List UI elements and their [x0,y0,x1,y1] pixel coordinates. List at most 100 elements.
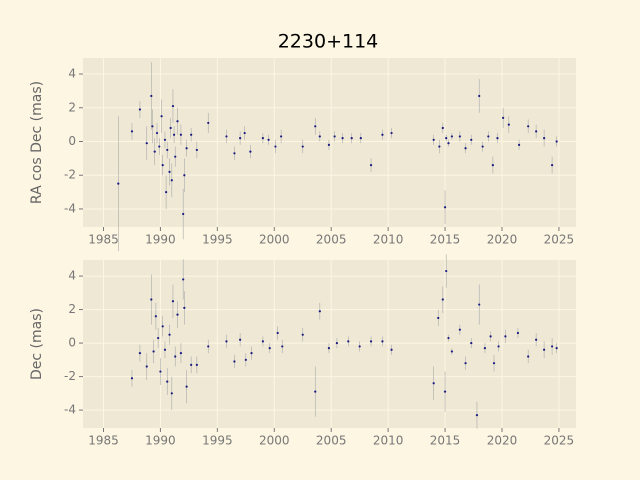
data-point [185,385,188,388]
data-point [390,131,393,135]
data-point [183,174,186,177]
data-point [172,133,176,136]
data-point [517,143,521,146]
data-point [369,164,373,167]
data-point [492,362,496,365]
data-point [170,392,173,395]
x-tick-label: 1985 [88,434,119,448]
data-point [207,345,210,348]
data-point [280,135,283,138]
data-point [497,345,500,348]
data-point [478,94,481,98]
data-point [163,138,167,141]
data-point [145,142,148,145]
data-point [171,300,175,303]
y-tick-label: 2 [68,302,76,316]
data-point [249,150,252,153]
y-tick-label: 4 [68,67,76,81]
data-point [441,126,444,130]
data-point [443,206,447,209]
data-point [176,313,179,316]
data-point [445,269,448,273]
data-point [145,365,148,368]
data-point [233,360,236,363]
data-point [535,338,538,341]
x-tick-label: 2000 [259,233,290,247]
x-tick-label: 1985 [88,233,119,247]
data-point [261,340,264,343]
data-point [507,123,510,126]
data-point [496,137,499,140]
data-point [171,104,175,108]
data-point [502,116,505,119]
data-point [438,145,441,148]
data-point [464,147,467,150]
data-point [301,145,304,148]
data-point [157,336,160,340]
data-point [170,179,173,182]
data-point [443,390,447,393]
data-point [166,380,169,383]
data-point [470,138,473,141]
data-point [161,164,164,167]
x-tick-label: 2025 [544,233,575,247]
data-point [185,147,188,150]
data-point [347,340,350,343]
data-point [276,331,279,335]
data-point [274,145,277,148]
x-tick-label: 2005 [316,434,347,448]
data-point [516,331,520,335]
data-point [359,137,362,140]
data-point [195,148,198,152]
data-point [176,120,179,123]
data-point [327,143,331,146]
data-point [250,352,253,355]
data-point [225,340,228,343]
data-point [159,370,162,373]
y-tick-label: 4 [68,269,76,283]
data-point [481,145,484,148]
data-point [504,335,507,338]
data-point [555,347,558,350]
data-point [478,303,481,306]
data-point [318,135,321,138]
x-tick-label: 2020 [487,434,518,448]
data-point [350,137,353,140]
data-point [432,138,435,141]
y-tick-label: 0 [68,134,76,148]
x-tick-label: 1990 [145,233,176,247]
x-tick-label: 2015 [430,434,461,448]
data-point [244,358,247,361]
data-point [267,138,270,141]
y-tick-label: -2 [64,168,76,182]
data-point [483,347,487,350]
data-point [243,131,246,135]
data-point [487,135,490,138]
data-point [447,142,450,145]
data-point [314,390,317,393]
data-point [153,150,156,153]
data-point [174,155,177,158]
data-point [314,125,317,128]
data-point [158,145,161,148]
data-point [445,137,448,140]
data-point [527,355,530,358]
y-tick-label: 2 [68,100,76,114]
data-point [163,348,167,351]
data-point [239,338,242,341]
y-tick-label: -2 [64,369,76,383]
x-tick-label: 2005 [316,233,347,247]
data-point [281,345,284,348]
y-tick-label: 0 [68,336,76,350]
y-tick-label: -4 [64,201,76,215]
data-point [333,135,336,138]
data-point [550,164,554,167]
x-tick-label: 1995 [202,233,233,247]
data-point [464,362,467,365]
y-axis-label: Dec (mas) [29,308,45,380]
data-point [261,137,264,140]
data-point [154,315,157,318]
x-tick-label: 2010 [373,233,404,247]
data-point [182,212,185,216]
